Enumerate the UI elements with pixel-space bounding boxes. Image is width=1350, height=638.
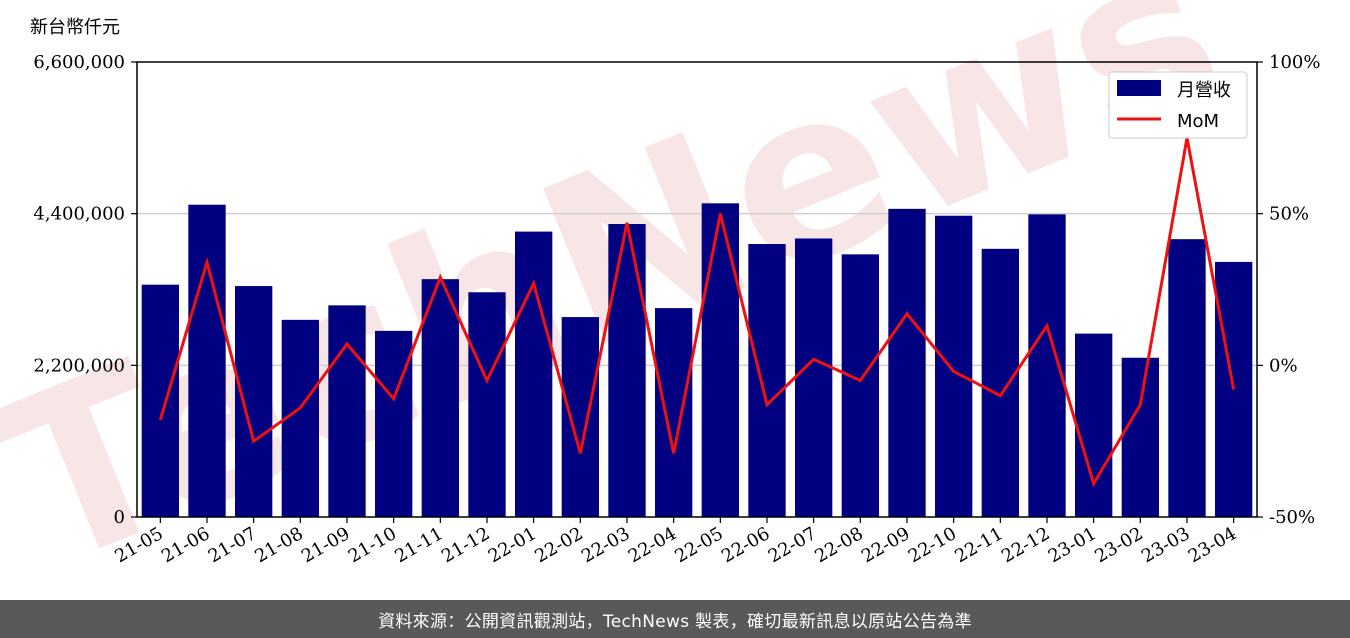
bar-22-09 [888,208,926,517]
x-tick-label: 21-09 [298,523,353,567]
x-tick-label: 23-03 [1138,523,1193,567]
bar-22-08 [841,254,879,517]
bar-21-11 [421,279,459,517]
right-tick-label: 100% [1269,52,1320,73]
x-tick-label: 21-11 [391,523,446,567]
mom-line [158,137,1236,488]
left-tick-label: 4,400,000 [33,204,125,225]
bar-22-05 [701,203,739,518]
plot-frame [136,61,1258,518]
x-tick-label: 23-04 [1185,523,1240,567]
bar-21-12 [468,292,506,517]
bar-21-10 [375,330,413,517]
source-footer: 資料來源：公開資訊觀測站，TechNews 製表，確切最新訊息以原站公告為準 [0,600,1350,638]
bar-22-06 [748,244,786,517]
x-tick-label: 21-12 [438,523,493,567]
legend: 月營收 MoM [1108,71,1248,139]
x-tick-label: 22-03 [578,523,633,567]
x-tick-label: 22-01 [485,523,540,567]
bar-22-04 [655,308,693,517]
left-tick-label: 0 [114,507,125,528]
revenue-chart: TechNews 02,200,0004,400,0006,600,000-50… [0,0,1320,600]
x-tick-label: 22-08 [811,523,866,567]
right-tick-label: -50% [1269,507,1315,528]
bar-22-11 [981,248,1019,518]
source-text: 資料來源：公開資訊觀測站，TechNews 製表，確切最新訊息以原站公告為準 [378,611,972,632]
x-tick-label: 23-01 [1045,523,1100,567]
bar-23-02 [1121,357,1159,517]
bar-23-03 [1168,239,1206,517]
bar-22-02 [561,317,599,517]
mom-line-series [158,137,1236,488]
bar-21-09 [328,305,366,517]
right-tick-label: 50% [1269,204,1309,225]
left-tick-label: 2,200,000 [33,355,125,376]
x-tick-label: 21-10 [345,523,400,567]
bar-22-03 [608,224,646,517]
x-tick-label: 22-11 [951,523,1006,567]
x-tick-label: 22-12 [998,523,1053,567]
x-tick-label: 22-07 [765,523,820,567]
grid-lines [137,212,1257,367]
x-tick-label: 23-02 [1091,523,1146,567]
bar-22-07 [795,238,833,517]
x-tick-label: 22-06 [718,523,773,567]
x-tick-label: 22-10 [905,523,960,567]
x-tick-label: 22-09 [858,523,913,567]
bar-21-06 [188,204,226,518]
bar-series [141,203,1253,518]
x-tick-label: 22-02 [531,523,586,567]
bar-22-10 [935,215,973,517]
legend-bar-swatch [1117,80,1161,96]
bar-22-01 [515,231,553,517]
left-tick-label: 6,600,000 [33,52,125,73]
legend-label-mom: MoM [1177,111,1219,132]
bar-21-07 [235,286,273,517]
bar-21-05 [141,284,179,517]
right-tick-label: 0% [1269,355,1298,376]
y-axis-unit-label: 新台幣仟元 [30,17,120,38]
x-tick-label: 22-04 [625,523,680,567]
bar-23-01 [1075,333,1113,517]
x-tick-label: 22-05 [671,523,726,567]
legend-label-revenue: 月營收 [1177,80,1231,101]
